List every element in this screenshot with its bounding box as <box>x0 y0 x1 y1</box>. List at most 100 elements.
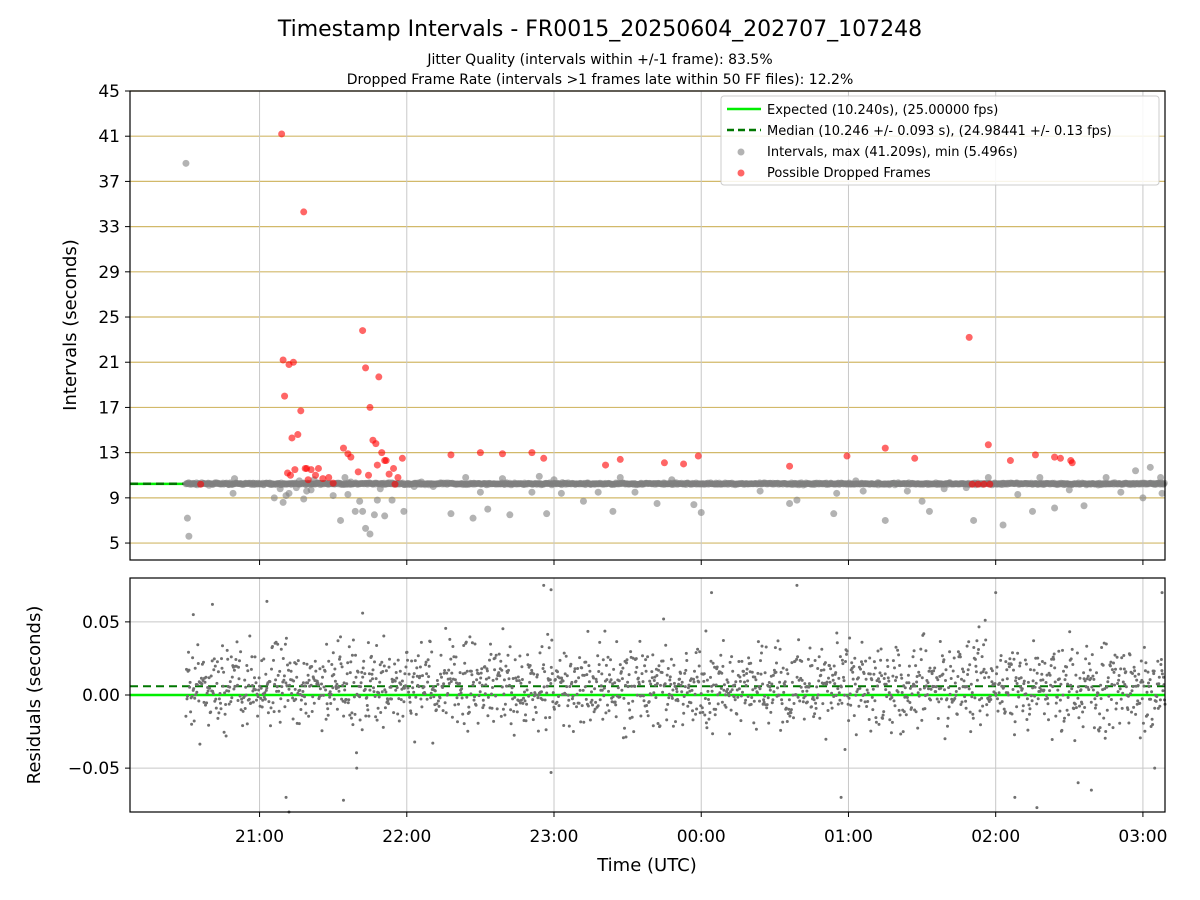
residual-point <box>224 734 228 738</box>
residual-point <box>284 636 288 640</box>
residual-point <box>307 678 311 682</box>
residual-point <box>874 716 878 720</box>
residual-point <box>1045 673 1049 677</box>
interval-point <box>292 484 300 492</box>
residual-point <box>771 698 775 702</box>
residual-point <box>807 685 811 689</box>
residual-point <box>197 699 201 703</box>
residual-point <box>345 672 349 676</box>
residual-point <box>230 696 234 700</box>
residual-point <box>1089 676 1093 680</box>
residual-point <box>1040 672 1044 676</box>
chart-subtitle-dropped: Dropped Frame Rate (intervals >1 frames … <box>347 72 854 88</box>
residual-point <box>372 690 376 694</box>
residual-point <box>695 707 699 711</box>
interval-point <box>1139 494 1147 502</box>
residual-point <box>927 687 930 691</box>
residual-point <box>969 682 973 686</box>
residual-point <box>621 666 625 670</box>
residual-point <box>375 644 379 647</box>
residual-point <box>321 665 325 669</box>
residual-point <box>1044 681 1048 684</box>
residual-point <box>847 719 851 723</box>
residual-point <box>1073 702 1077 706</box>
residual-point <box>346 661 350 665</box>
residual-point <box>916 691 920 695</box>
residual-point <box>1081 710 1085 714</box>
residual-point <box>1114 707 1118 711</box>
residual-point <box>1062 719 1066 723</box>
residual-point <box>1053 680 1057 684</box>
residual-point <box>749 661 753 665</box>
residual-point <box>1095 671 1098 675</box>
residual-point <box>223 712 227 716</box>
residual-point <box>593 707 597 711</box>
residual-point <box>439 653 443 657</box>
residual-point <box>274 678 278 682</box>
residual-point <box>479 671 483 675</box>
residual-point <box>266 711 270 715</box>
residual-point <box>510 686 514 690</box>
residual-point <box>326 713 330 717</box>
residual-point <box>568 685 572 688</box>
residual-point <box>255 698 258 702</box>
residual-point <box>708 711 712 714</box>
residual-point <box>762 698 766 702</box>
residual-point <box>1088 668 1092 672</box>
intervals-ytick-label: 33 <box>98 218 120 238</box>
residual-point <box>1161 689 1165 693</box>
residual-point <box>863 692 867 696</box>
residual-point <box>472 680 475 684</box>
residual-point <box>261 698 265 702</box>
residual-point <box>406 686 410 690</box>
residual-point <box>891 659 895 663</box>
residual-point <box>528 680 532 684</box>
residual-point <box>1062 669 1065 673</box>
dropped-frame-point <box>1006 457 1014 465</box>
residual-point <box>444 626 448 630</box>
interval-point <box>1117 488 1125 496</box>
residual-point <box>674 720 677 724</box>
residual-point <box>478 681 482 685</box>
residual-point <box>753 686 757 690</box>
residual-point <box>705 678 709 682</box>
residual-point <box>896 648 900 652</box>
residual-point <box>483 692 487 696</box>
residual-point <box>331 651 335 655</box>
residual-point <box>750 670 754 674</box>
residual-point <box>191 613 195 617</box>
residual-point <box>665 718 669 722</box>
residual-point <box>616 686 620 690</box>
residual-point <box>596 704 600 708</box>
dropped-frame-point <box>1056 454 1064 462</box>
residual-point <box>694 651 698 655</box>
residual-point <box>408 700 412 704</box>
residual-point <box>436 682 440 686</box>
residual-point <box>944 679 947 682</box>
residual-point <box>229 700 233 704</box>
residual-point <box>837 676 841 680</box>
residual-point <box>1154 699 1158 703</box>
residual-point <box>227 689 231 693</box>
residual-point <box>1065 708 1069 712</box>
residual-point <box>672 663 676 667</box>
residual-point <box>222 670 226 674</box>
residual-point <box>910 706 913 710</box>
residual-point <box>654 696 658 700</box>
interval-point <box>1036 474 1044 482</box>
residual-point <box>960 677 963 681</box>
residual-point <box>551 700 555 704</box>
residual-point <box>271 645 274 648</box>
residual-point <box>413 740 417 744</box>
residual-point <box>412 672 416 676</box>
residual-point <box>724 705 728 709</box>
residual-point <box>846 702 850 706</box>
residual-point <box>1016 690 1020 694</box>
residual-point <box>310 710 314 713</box>
residual-point <box>1120 706 1124 710</box>
residual-point <box>733 698 737 702</box>
residual-point <box>374 677 378 681</box>
residual-point <box>1099 683 1103 687</box>
residual-point <box>1011 651 1014 655</box>
residual-point <box>377 691 381 695</box>
